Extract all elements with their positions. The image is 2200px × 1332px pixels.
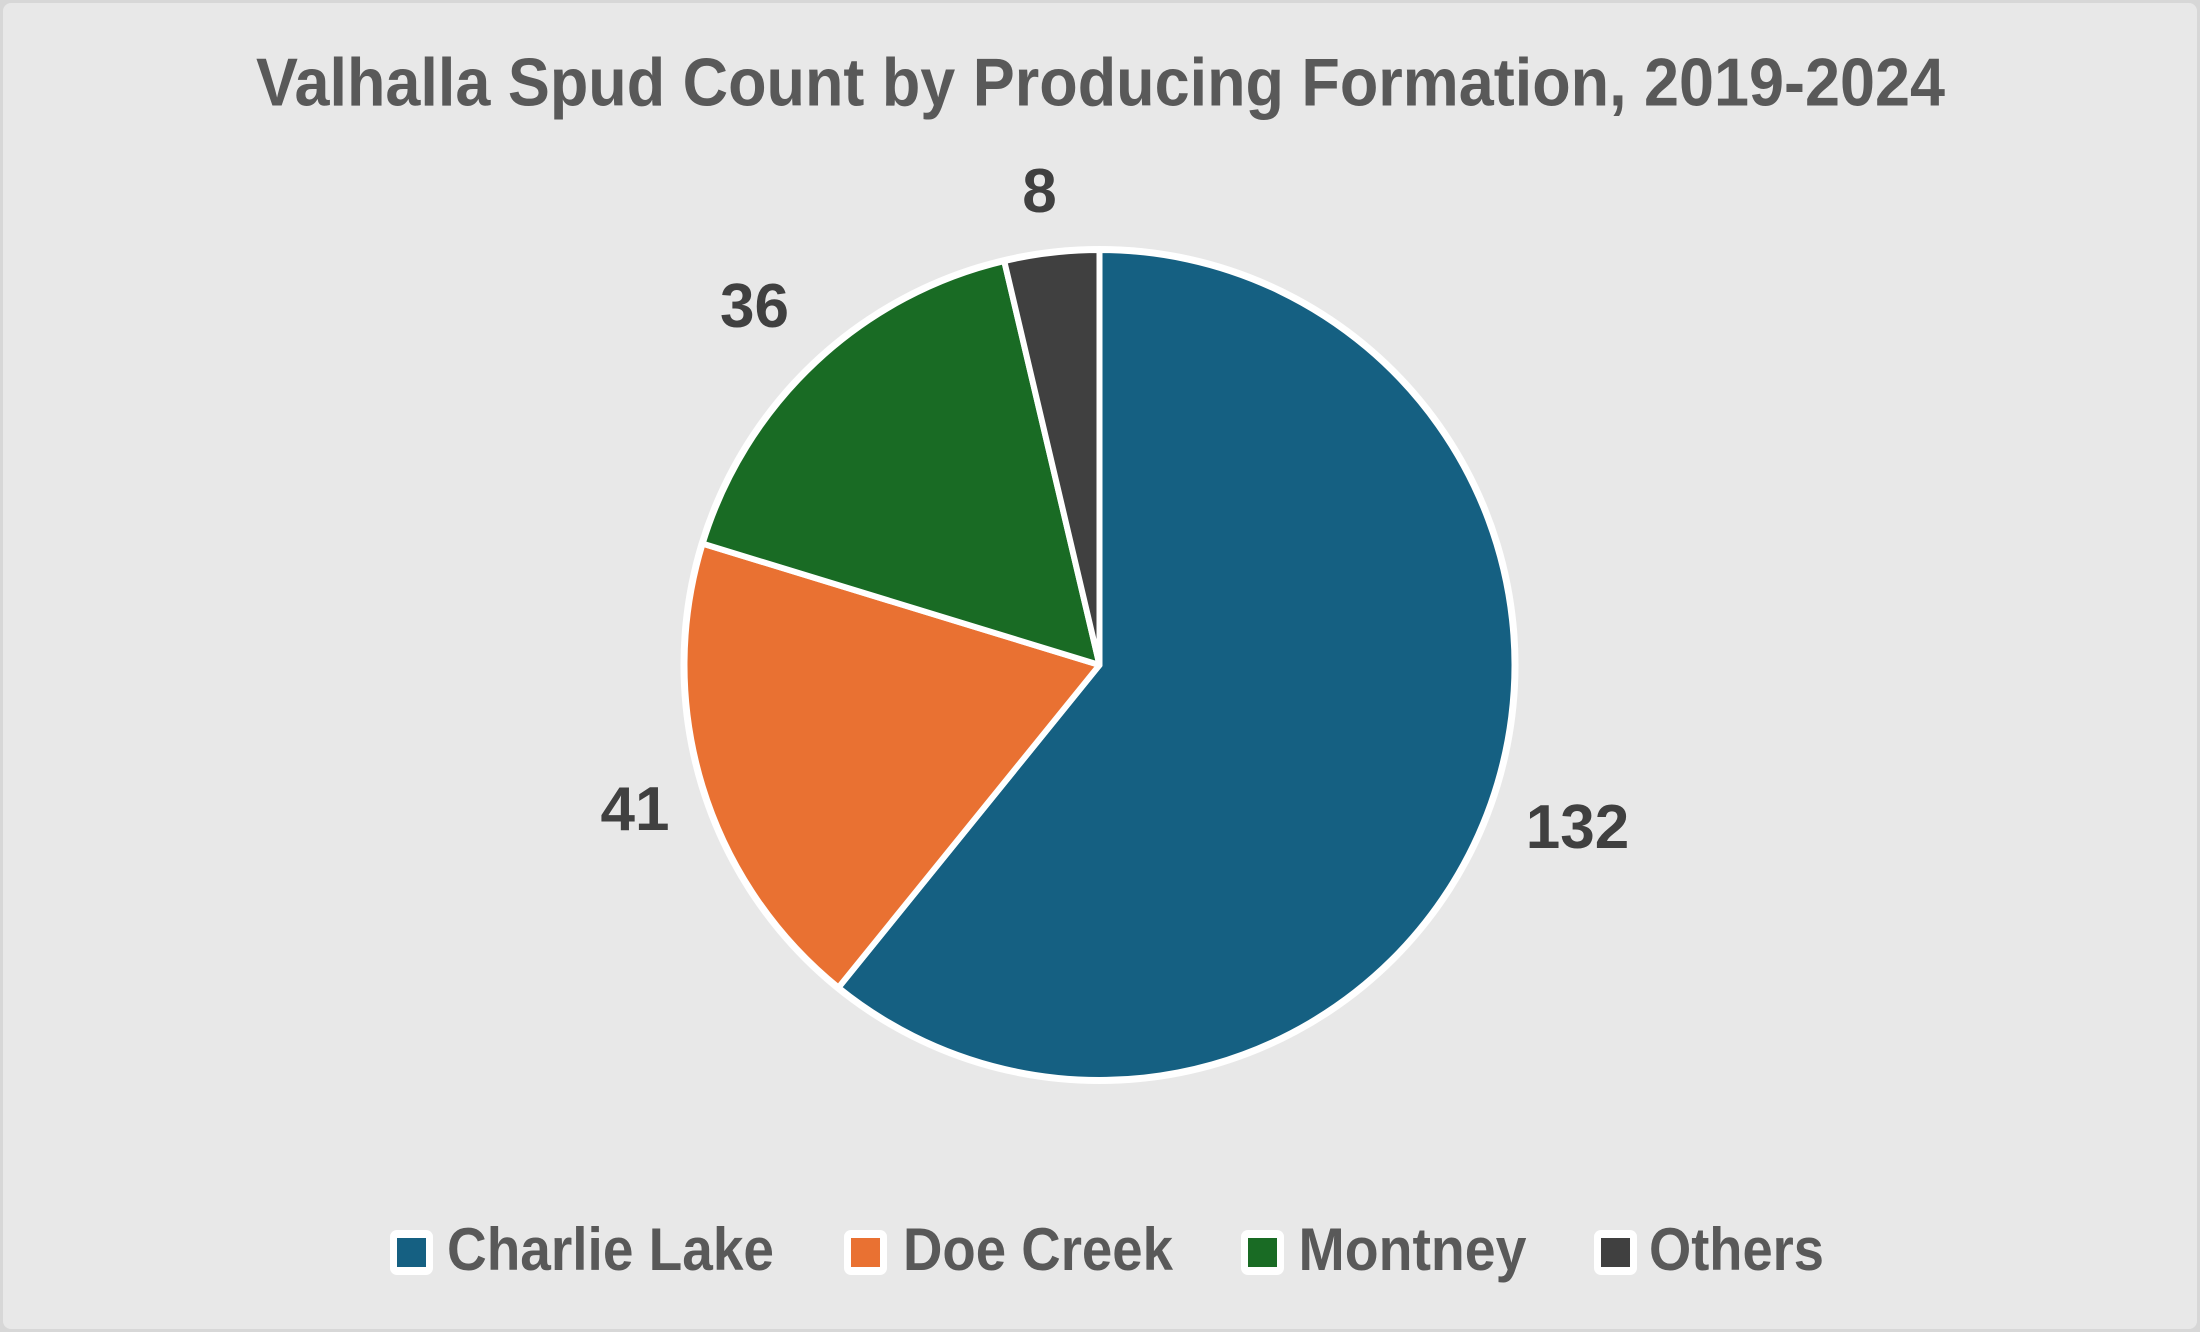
svg-text:Montney: Montney [1299,1216,1528,1283]
svg-text:Valhalla Spud Count by Produci: Valhalla Spud Count by Producing Formati… [256,45,1945,121]
svg-text:Charlie Lake: Charlie Lake [447,1216,774,1283]
svg-text:8: 8 [1022,157,1056,226]
svg-text:Doe Creek: Doe Creek [903,1216,1174,1283]
svg-text:Others: Others [1649,1216,1824,1283]
svg-text:132: 132 [1526,793,1629,862]
svg-text:36: 36 [720,272,789,341]
svg-text:41: 41 [601,775,670,844]
